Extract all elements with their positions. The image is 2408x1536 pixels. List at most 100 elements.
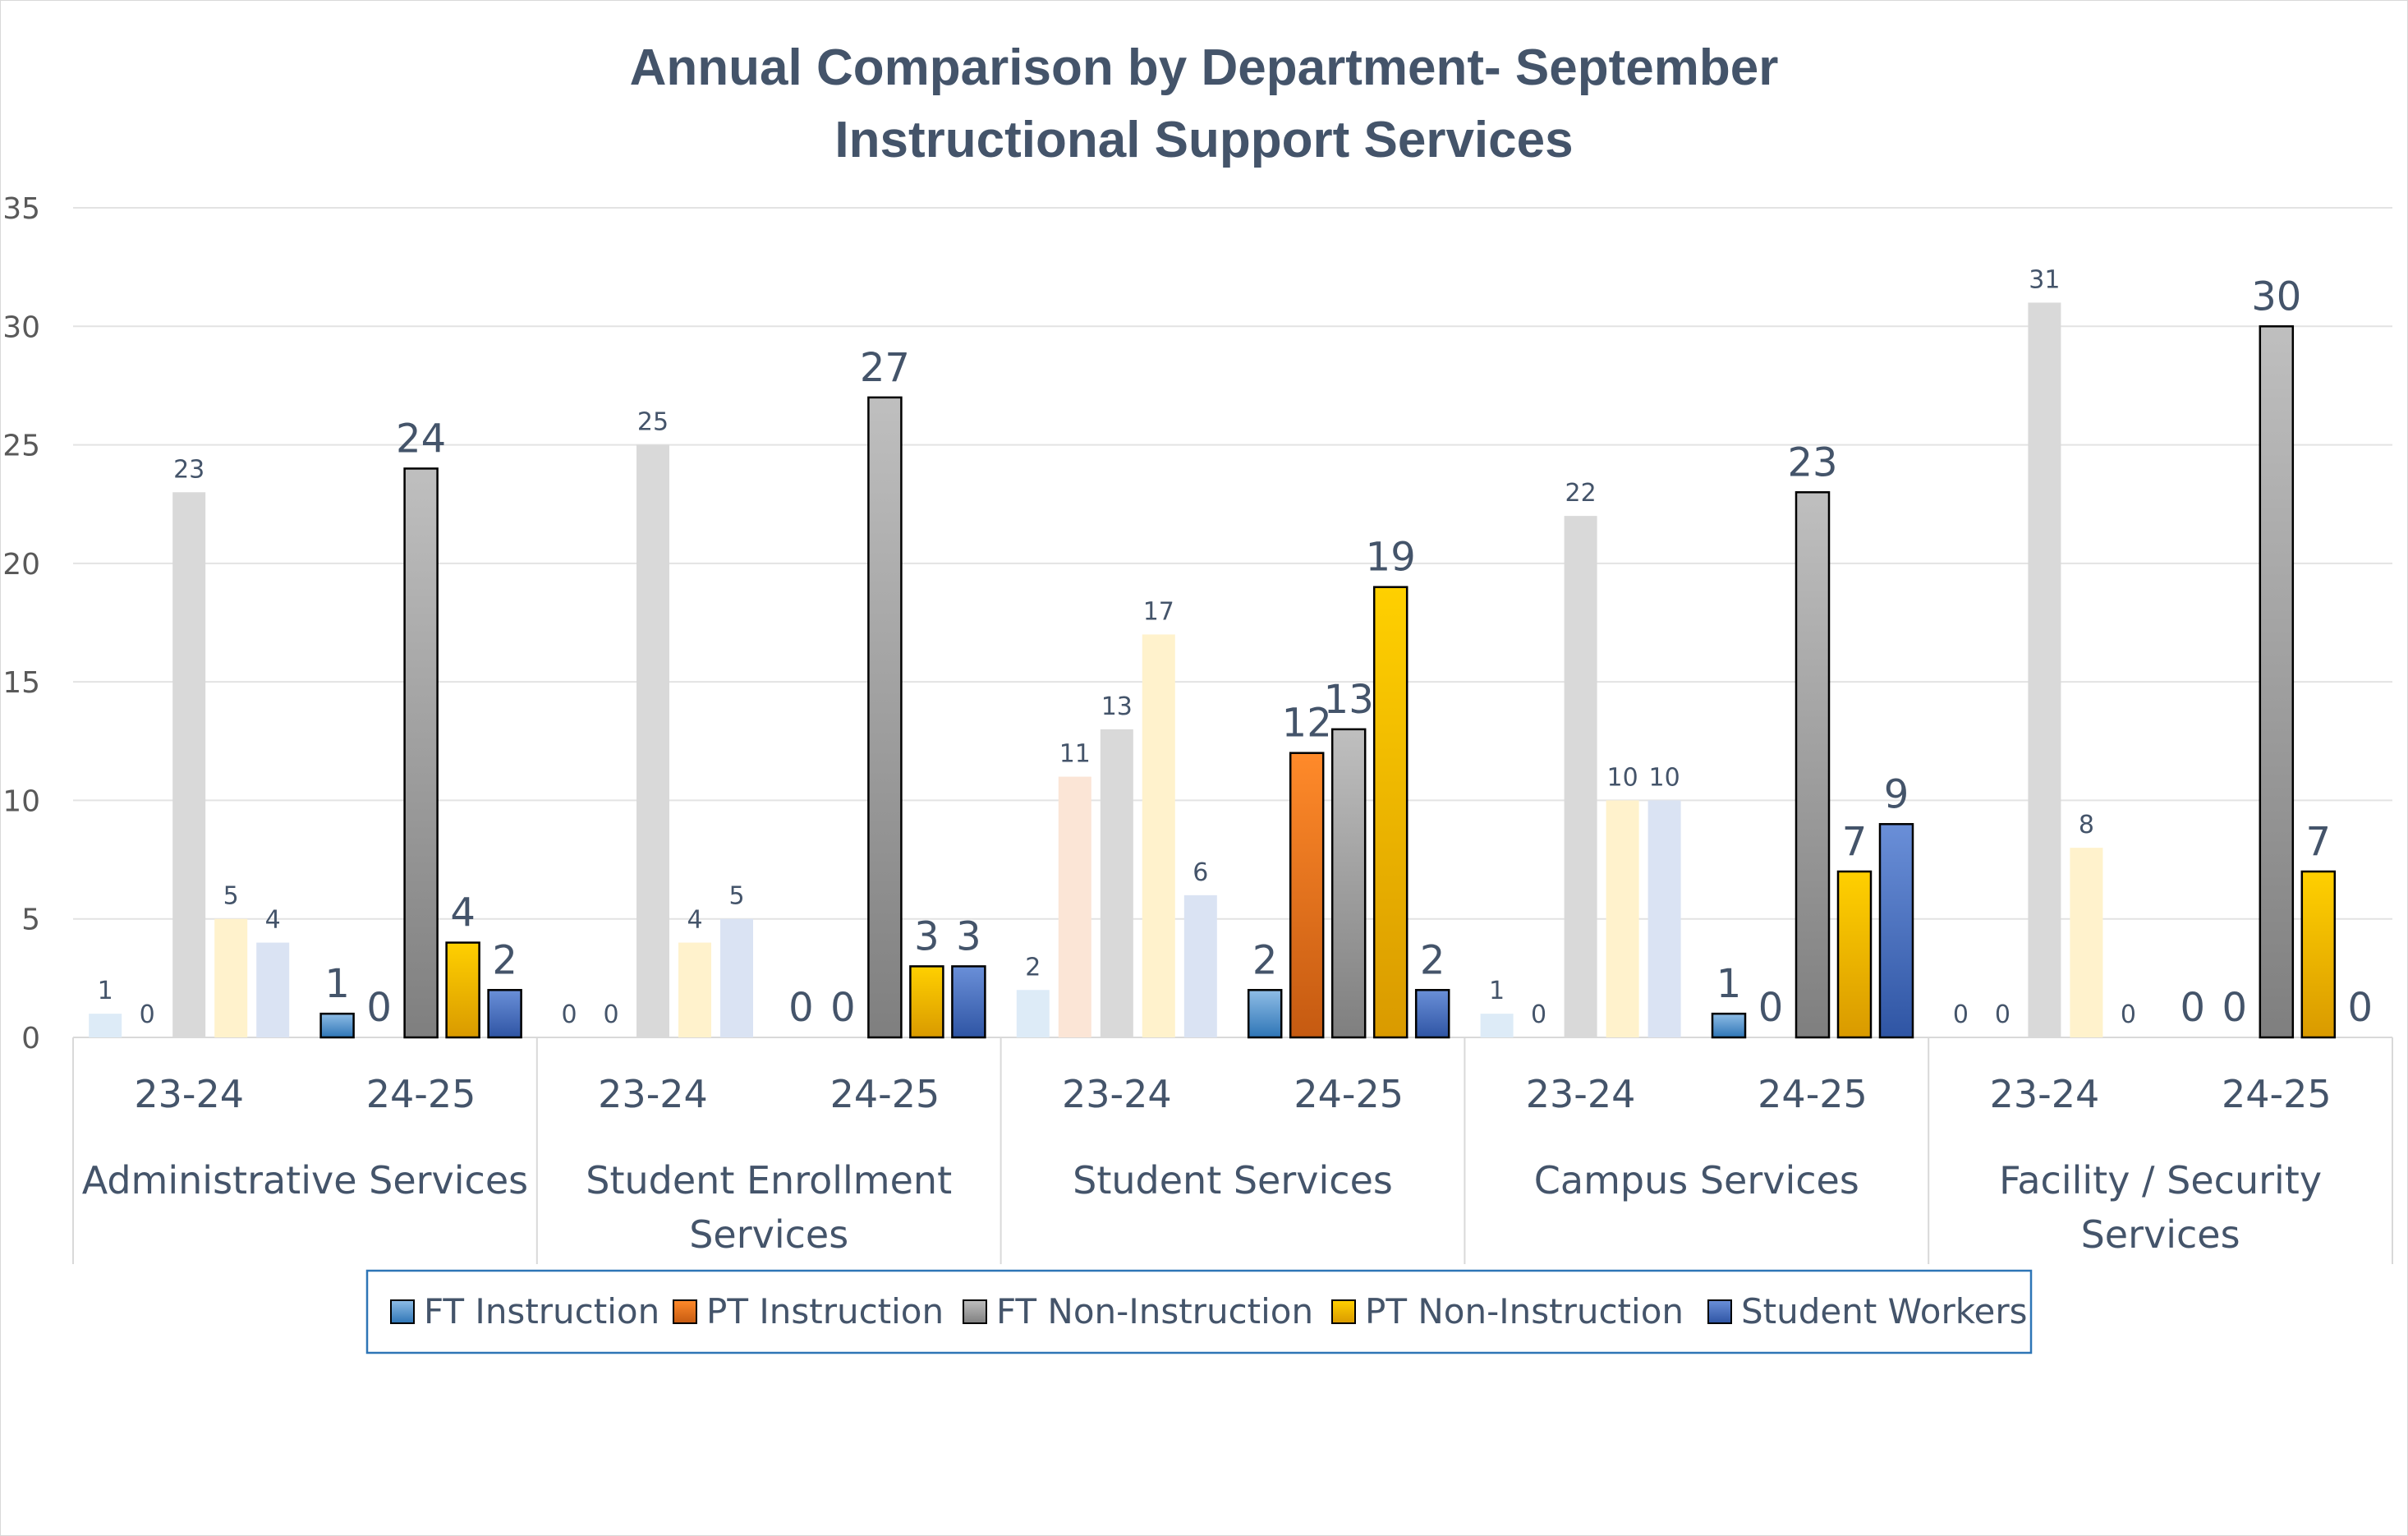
data-label: 0	[603, 1000, 618, 1029]
legend-swatch	[1707, 1299, 1732, 1324]
bar	[951, 965, 986, 1039]
data-label: 13	[1101, 692, 1133, 721]
data-label: 24	[396, 416, 446, 462]
data-label: 0	[1953, 1000, 1969, 1029]
data-label: 1	[1489, 977, 1505, 1005]
legend-box	[365, 1269, 2033, 1354]
bar	[1836, 870, 1873, 1039]
data-label: 0	[1995, 1000, 2010, 1029]
data-label: 1	[1716, 961, 1742, 1007]
data-label: 23	[173, 455, 204, 484]
x-tick-label: 23-24	[1526, 1072, 1636, 1116]
bar	[678, 942, 711, 1037]
data-label: 7	[2306, 819, 2332, 865]
data-label: 5	[223, 882, 239, 911]
bar	[909, 965, 944, 1039]
legend-label: FT Instruction	[424, 1291, 659, 1331]
data-label: 5	[728, 882, 744, 911]
bar	[256, 942, 290, 1037]
chart-title-line: Annual Comparison by Department- Septemb…	[630, 39, 1779, 96]
x-tick-label: 23-24	[598, 1072, 708, 1116]
bar	[1183, 894, 1217, 1037]
data-label: 4	[687, 906, 702, 935]
bar	[445, 941, 480, 1039]
x-tick-label: 24-25	[2222, 1072, 2332, 1116]
data-label: 2	[1025, 953, 1041, 982]
bar	[487, 989, 522, 1039]
bar	[1606, 800, 1639, 1037]
group-label: Student Enrollment	[586, 1158, 952, 1203]
x-tick-label: 23-24	[1062, 1072, 1172, 1116]
legend-swatch	[1331, 1299, 1356, 1324]
data-label: 7	[1842, 819, 1868, 865]
bar	[2259, 325, 2295, 1039]
y-tick-label: 10	[2, 784, 40, 818]
legend-swatch	[963, 1299, 987, 1324]
x-tick-label: 23-24	[134, 1072, 244, 1116]
data-label: 0	[2348, 985, 2374, 1031]
bar	[403, 467, 439, 1039]
data-label: 0	[561, 1000, 577, 1029]
group-label: Services	[2081, 1212, 2240, 1257]
x-tick-label: 24-25	[1758, 1072, 1868, 1116]
data-label: 6	[1193, 858, 1208, 887]
data-label: 2	[492, 937, 517, 983]
data-label: 4	[265, 906, 281, 935]
bar	[1647, 800, 1681, 1037]
data-label: 8	[2079, 811, 2094, 839]
bar	[720, 918, 753, 1037]
data-label: 2	[1252, 937, 1278, 983]
x-tick-label: 24-25	[366, 1072, 476, 1116]
data-label: 19	[1366, 535, 1416, 581]
data-label: 4	[450, 890, 476, 936]
data-label: 3	[914, 913, 940, 959]
data-label: 17	[1143, 597, 1174, 626]
data-label: 30	[2251, 274, 2301, 320]
data-label: 0	[366, 985, 392, 1031]
bar	[636, 444, 669, 1037]
y-tick-label: 35	[2, 192, 40, 226]
legend-label: FT Non-Instruction	[996, 1291, 1313, 1331]
legend-label: PT Instruction	[706, 1291, 944, 1331]
bar	[1414, 989, 1450, 1039]
bar	[214, 918, 248, 1037]
group-label: Facility / Security	[1999, 1158, 2322, 1203]
bar	[89, 1014, 122, 1037]
bar	[2300, 870, 2337, 1039]
bar	[1795, 491, 1831, 1039]
bar	[1878, 823, 1914, 1039]
data-label: 3	[956, 913, 981, 959]
group-label: Services	[689, 1212, 848, 1257]
data-label: 10	[1607, 763, 1638, 792]
x-tick-label: 24-25	[830, 1072, 940, 1116]
data-label: 0	[140, 1000, 155, 1029]
data-label: 9	[1884, 771, 1909, 817]
group-label: Student Services	[1073, 1158, 1393, 1203]
legend-label: Student Workers	[1741, 1291, 2028, 1331]
data-label: 31	[2029, 265, 2060, 294]
data-label: 2	[1420, 937, 1445, 983]
data-label: 1	[98, 977, 113, 1005]
bar	[1480, 1014, 1514, 1037]
bar	[1142, 634, 1175, 1037]
bar	[319, 1012, 355, 1039]
group-label: Campus Services	[1534, 1158, 1859, 1203]
bar	[1247, 989, 1283, 1039]
bar	[1564, 516, 1597, 1037]
data-label: 27	[860, 345, 910, 391]
data-label: 0	[2181, 985, 2206, 1031]
data-label: 0	[788, 985, 814, 1031]
data-label: 0	[2121, 1000, 2136, 1029]
bar	[172, 492, 206, 1037]
bar	[1711, 1012, 1747, 1039]
chart-title-line: Instructional Support Services	[834, 112, 1573, 168]
y-tick-label: 5	[21, 904, 40, 937]
data-label: 0	[2222, 985, 2248, 1031]
bar	[1372, 586, 1408, 1039]
data-label: 1	[324, 961, 350, 1007]
data-label: 12	[1282, 701, 1332, 747]
bar	[1289, 752, 1325, 1039]
y-tick-label: 30	[2, 310, 40, 344]
